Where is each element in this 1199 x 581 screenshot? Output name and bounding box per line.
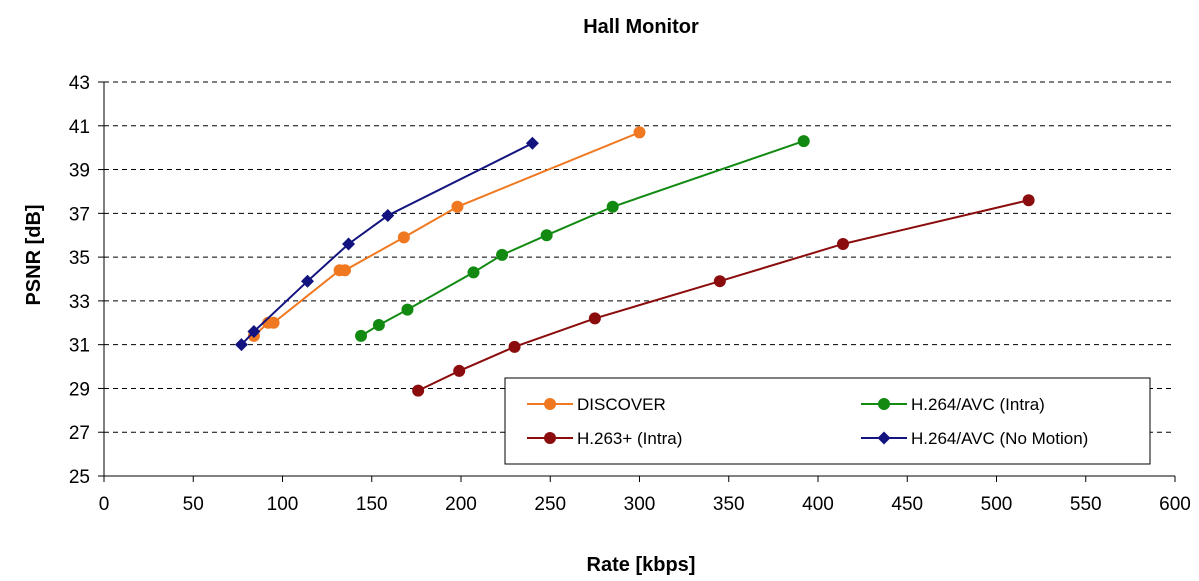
x-tick-label-250: 250 (534, 494, 566, 515)
data-point-discover-7 (633, 126, 646, 139)
data-point-h-264-avc-no-motion-5 (525, 136, 539, 150)
series-line-h-264-avc-intra (360, 140, 805, 337)
data-point-h-263-intra-1 (453, 364, 466, 377)
data-point-discover-5 (397, 231, 410, 244)
y-tick-label-31: 31 (69, 336, 90, 357)
x-tick-label-600: 600 (1159, 494, 1191, 515)
legend-item-discover: DISCOVER (527, 395, 666, 414)
legend-marker-discover (544, 398, 556, 410)
data-point-h-263-intra-4 (713, 275, 726, 288)
x-tick-label-150: 150 (356, 494, 388, 515)
series-h-263-intra (412, 194, 1035, 397)
x-axis-label: Rate [kbps] (587, 554, 696, 576)
legend-box (504, 377, 1151, 465)
x-tick-label-50: 50 (183, 494, 204, 515)
x-tick-label-200: 200 (445, 494, 477, 515)
series-line-h-263-intra (417, 199, 1029, 392)
data-point-h-263-intra-6 (1022, 194, 1035, 207)
data-point-h-264-avc-intra-4 (496, 248, 509, 261)
x-tick-label-500: 500 (981, 494, 1013, 515)
data-point-h-264-avc-intra-7 (797, 135, 810, 148)
data-point-h-264-avc-intra-2 (401, 303, 414, 316)
x-tick-label-400: 400 (802, 494, 834, 515)
chart-title: Hall Monitor (583, 16, 699, 38)
y-tick-label-33: 33 (69, 292, 90, 313)
y-tick-label-27: 27 (69, 423, 90, 444)
series-h-264-avc-intra (355, 135, 810, 342)
x-tick-label-550: 550 (1070, 494, 1102, 515)
data-point-h-264-avc-intra-5 (540, 229, 553, 242)
data-point-h-264-avc-no-motion-0 (234, 338, 248, 352)
legend-item-h-263-intra: H.263+ (Intra) (527, 429, 682, 448)
series-line-discover (253, 131, 640, 337)
legend-label-discover: DISCOVER (577, 395, 666, 414)
axes (98, 81, 1176, 482)
x-tick-label-300: 300 (624, 494, 656, 515)
data-point-discover-4 (338, 264, 351, 277)
legend-item-h-264-avc-no-motion: H.264/AVC (No Motion) (861, 429, 1088, 448)
data-point-h-264-avc-intra-6 (606, 200, 619, 213)
data-point-h-264-avc-no-motion-2 (300, 274, 314, 288)
data-point-h-264-avc-no-motion-1 (247, 325, 261, 339)
y-tick-label-41: 41 (69, 117, 90, 138)
legend-label-h-264-avc-no-motion: H.264/AVC (No Motion) (911, 429, 1088, 448)
series-layer (234, 126, 1035, 397)
data-point-h-264-avc-no-motion-4 (381, 209, 395, 223)
data-point-h-264-avc-no-motion-3 (342, 237, 356, 251)
y-tick-label-25: 25 (69, 467, 90, 488)
data-point-discover-6 (451, 200, 464, 213)
tick-labels: 25 27 29 31 33 35 37 39 41 43 0 50 100 150 200 250 300 35… (69, 73, 1191, 515)
data-point-h-263-intra-3 (588, 312, 601, 325)
series-h-264-avc-no-motion (234, 136, 539, 352)
data-point-h-263-intra-0 (412, 384, 425, 397)
y-tick-label-39: 39 (69, 161, 90, 182)
y-tick-label-37: 37 (69, 204, 90, 225)
x-tick-label-450: 450 (891, 494, 923, 515)
x-tick-label-100: 100 (267, 494, 299, 515)
data-point-h-264-avc-intra-0 (355, 329, 368, 342)
legend-item-h-264-avc-intra: H.264/AVC (Intra) (861, 395, 1045, 414)
legend-marker-h-264-avc-intra (878, 398, 890, 410)
legend-label-h-263-intra: H.263+ (Intra) (577, 429, 682, 448)
x-tick-label-0: 0 (99, 494, 110, 515)
data-point-discover-2 (267, 316, 280, 329)
y-axis-label: PSNR [dB] (23, 204, 45, 305)
y-tick-label-43: 43 (69, 73, 90, 94)
data-point-h-263-intra-2 (508, 340, 521, 353)
legend-label-h-264-avc-intra: H.264/AVC (Intra) (911, 395, 1045, 414)
data-point-h-264-avc-intra-1 (372, 318, 385, 331)
data-point-h-263-intra-5 (836, 237, 849, 250)
legend: DISCOVER H.264/AVC (Intra) H.263+ (Intra) H… (504, 377, 1151, 465)
legend-marker-h-263-intra (544, 432, 556, 444)
x-tick-label-350: 350 (713, 494, 745, 515)
legend-marker-h-264-avc-no-motion (877, 431, 891, 445)
series-discover (247, 126, 646, 342)
y-tick-label-35: 35 (69, 248, 90, 269)
data-point-h-264-avc-intra-3 (467, 266, 480, 279)
y-tick-label-29: 29 (69, 379, 90, 400)
